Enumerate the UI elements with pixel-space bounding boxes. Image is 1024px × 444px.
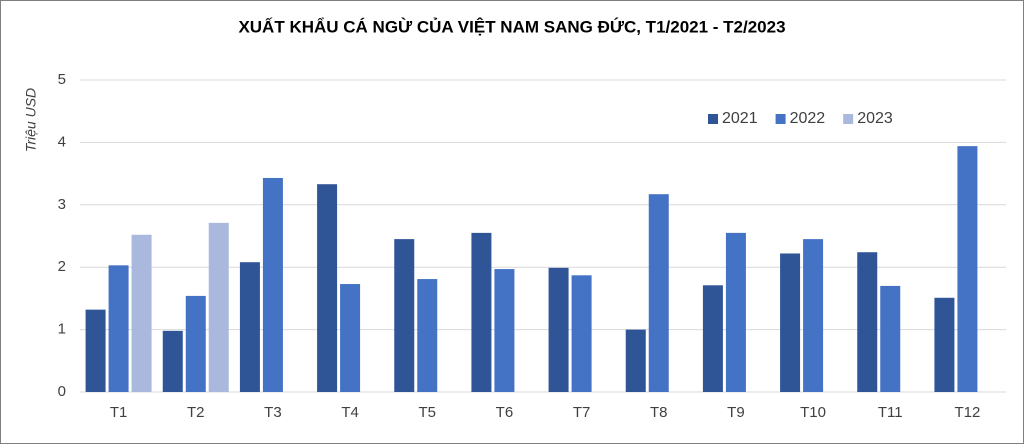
x-tick-label: T12: [954, 404, 980, 421]
bar: [548, 267, 569, 392]
bar: [471, 232, 492, 392]
x-tick-label: T3: [264, 404, 282, 421]
x-tick-label: T11: [878, 404, 903, 421]
legend-label: 2022: [790, 110, 826, 127]
bar: [317, 184, 338, 392]
y-axis-title: Triệu USD: [23, 88, 39, 152]
x-tick-label: T1: [110, 404, 128, 421]
bar: [208, 222, 229, 392]
bar: [571, 275, 592, 392]
y-tick-label: 1: [58, 321, 66, 338]
bar: [648, 194, 669, 392]
bar: [394, 239, 415, 392]
bar: [131, 234, 152, 392]
x-tick-label: T4: [341, 404, 359, 421]
y-tick-label: 5: [58, 71, 66, 88]
bar: [417, 279, 438, 392]
y-tick-label: 4: [58, 133, 66, 150]
legend-swatch: [775, 114, 786, 124]
y-tick-label: 0: [58, 383, 66, 400]
bar: [857, 252, 878, 392]
bar: [934, 297, 955, 392]
x-tick-label: T9: [727, 404, 745, 421]
legend-label: 2021: [722, 110, 758, 127]
chart-title: XUẤT KHẨU CÁ NGỪ CỦA VIỆT NAM SANG ĐỨC, …: [238, 17, 785, 36]
x-tick-label: T10: [800, 404, 826, 421]
x-tick-label: T6: [496, 404, 514, 421]
bar: [162, 330, 183, 392]
bar: [625, 329, 646, 392]
legend-label: 2023: [857, 110, 893, 127]
x-tick-label: T8: [650, 404, 668, 421]
y-tick-label: 3: [58, 196, 66, 213]
bar: [803, 239, 824, 392]
bar: [780, 253, 801, 392]
bar: [108, 265, 129, 392]
bar: [880, 285, 901, 392]
legend-swatch: [708, 114, 718, 124]
bar: [239, 262, 260, 392]
bar: [702, 285, 723, 392]
bar: [957, 146, 978, 392]
bar: [725, 232, 746, 392]
legend-swatch: [843, 114, 854, 124]
y-tick-label: 2: [58, 258, 66, 275]
x-tick-label: T2: [187, 404, 205, 421]
bar: [85, 309, 106, 392]
x-tick-label: T7: [573, 404, 591, 421]
bar: [340, 284, 361, 392]
x-tick-label: T5: [418, 404, 436, 421]
bar: [494, 269, 515, 392]
bar: [185, 295, 206, 392]
bar: [262, 177, 283, 392]
